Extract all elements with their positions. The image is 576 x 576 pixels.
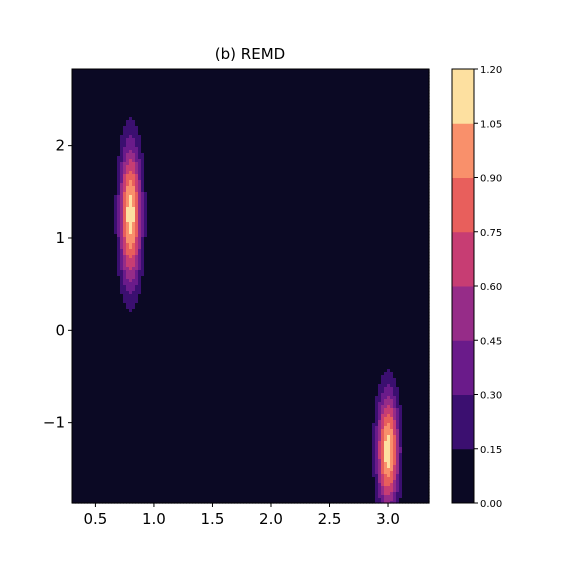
chart-title: (b) REMD [215,45,285,63]
plot-area [72,69,430,504]
